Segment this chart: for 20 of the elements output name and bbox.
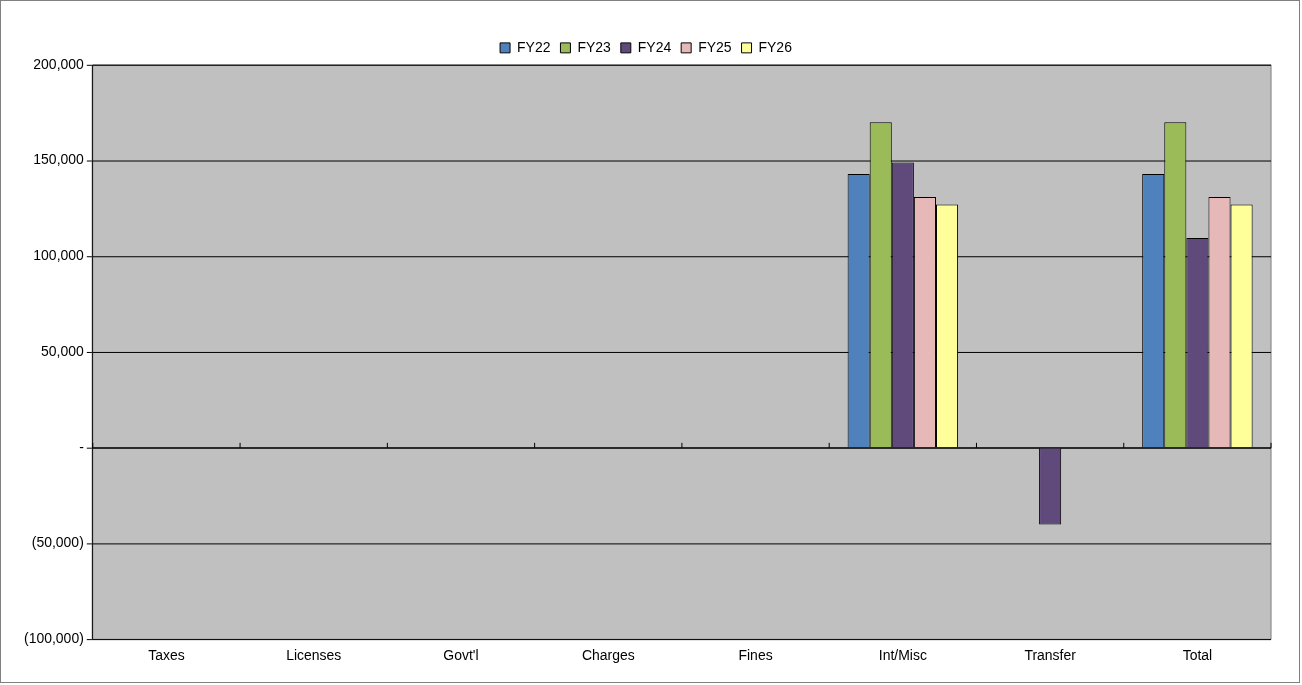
x-tick-label: Taxes bbox=[148, 646, 185, 663]
y-tick-label: 200,000 bbox=[33, 55, 85, 72]
y-tick-label: - bbox=[79, 438, 85, 455]
legend-label: FY26 bbox=[758, 38, 793, 55]
x-tick-label: Total bbox=[1182, 646, 1213, 663]
legend-label: FY25 bbox=[698, 38, 732, 55]
x-tick-label: Int/Misc bbox=[878, 646, 927, 663]
legend-label: FY23 bbox=[577, 38, 612, 55]
y-tick-label: 150,000 bbox=[33, 151, 85, 168]
x-tick-label: Licenses bbox=[286, 646, 342, 663]
legend-label: FY24 bbox=[637, 38, 672, 55]
x-tick-label: Charges bbox=[581, 646, 635, 663]
y-tick-label: 100,000 bbox=[33, 247, 85, 264]
x-tick-label: Govt'l bbox=[443, 646, 479, 663]
x-tick-label: Transfer bbox=[1024, 646, 1077, 663]
legend-label: FY22 bbox=[517, 38, 551, 55]
y-tick-label: 50,000 bbox=[41, 342, 85, 359]
x-tick-label: Fines bbox=[738, 646, 773, 663]
y-tick-label: (100,000) bbox=[24, 630, 84, 647]
y-tick-label: (50,000) bbox=[31, 534, 84, 551]
